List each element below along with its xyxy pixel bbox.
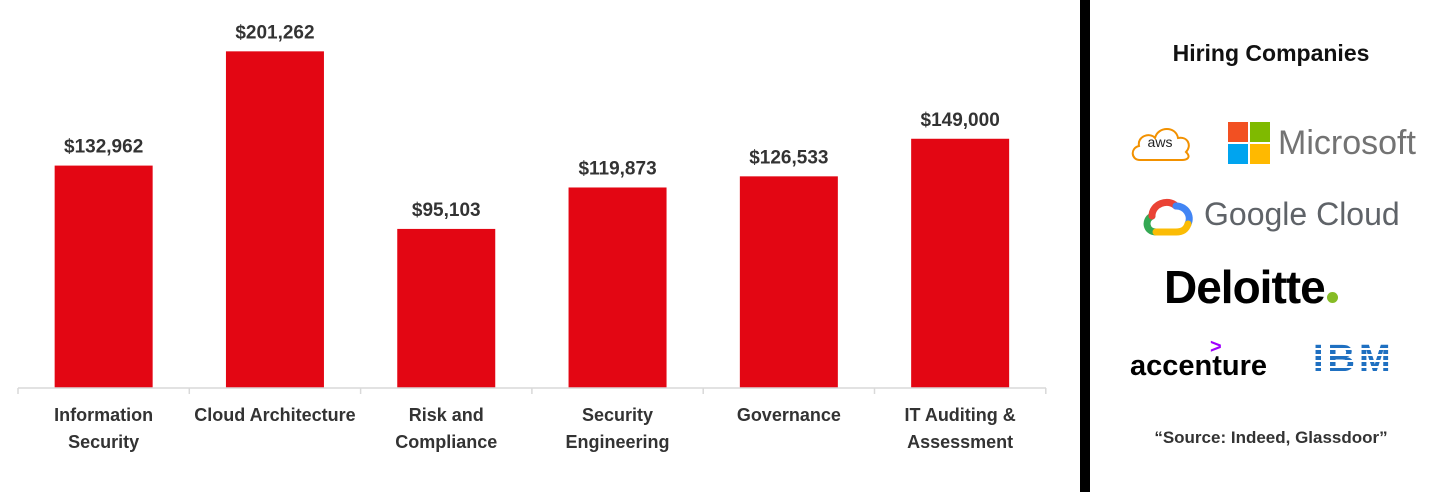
panel-divider bbox=[1080, 0, 1090, 492]
microsoft-logo-text: Microsoft bbox=[1278, 124, 1416, 162]
category-labels-group: Information Security Cloud Architecture Ris… bbox=[54, 405, 1016, 452]
category-label: IT Auditing & Assessment bbox=[904, 405, 1015, 452]
bar bbox=[739, 176, 838, 388]
bar-value-label: $132,962 bbox=[64, 137, 143, 158]
accenture-logo-text: accenture bbox=[1130, 350, 1268, 382]
aws-cloud-icon bbox=[1131, 128, 1190, 161]
bar bbox=[54, 165, 153, 388]
category-label-line: Security bbox=[68, 432, 139, 452]
bar-value-label: $126,533 bbox=[749, 147, 828, 168]
ibm-logo: IBM bbox=[1313, 338, 1415, 380]
x-axis-ticks bbox=[17, 388, 1047, 394]
category-label-line: Compliance bbox=[395, 432, 497, 452]
category-label-line: Risk and bbox=[409, 405, 484, 425]
google-cloud-icon bbox=[1143, 198, 1193, 236]
bar-value-label: $201,262 bbox=[235, 22, 314, 43]
category-label: Information Security bbox=[54, 405, 153, 452]
bar bbox=[568, 187, 667, 388]
category-label: Governance bbox=[737, 405, 841, 425]
bars-group bbox=[54, 51, 1010, 388]
salary-bar-chart: $132,962 $201,262 $95,103 $119,873 $126,533 $… bbox=[17, 22, 1047, 452]
ibm-logo-text: IBM bbox=[1313, 338, 1395, 380]
category-label: Security Engineering bbox=[566, 405, 670, 452]
google-cloud-logo-text: Google Cloud bbox=[1204, 196, 1400, 232]
microsoft-grid-icon bbox=[1228, 122, 1270, 164]
bar-value-label: $119,873 bbox=[578, 158, 656, 179]
bar bbox=[911, 138, 1010, 388]
category-label: Cloud Architecture bbox=[194, 405, 355, 425]
hiring-companies-title: Hiring Companies bbox=[1172, 40, 1370, 66]
category-label-line: IT Auditing & bbox=[904, 405, 1015, 425]
category-label-line: Assessment bbox=[907, 432, 1013, 452]
chart-svg: $132,962 $201,262 $95,103 $119,873 $126,533 $… bbox=[17, 22, 1047, 452]
bar-value-label: $149,000 bbox=[921, 110, 1000, 131]
deloitte-logo: Deloitte bbox=[1164, 260, 1338, 314]
hiring-companies-panel: Hiring Companies aws Microsoft Google Cl… bbox=[1090, 0, 1452, 492]
bar bbox=[397, 228, 496, 388]
category-label: Risk and Compliance bbox=[395, 405, 497, 452]
value-labels-group: $132,962 $201,262 $95,103 $119,873 $126,533 $… bbox=[64, 22, 1000, 221]
source-note: “Source: Indeed, Glassdoor” bbox=[1154, 428, 1388, 447]
category-label-line: Security bbox=[582, 405, 653, 425]
category-label-line: Cloud Architecture bbox=[194, 405, 355, 425]
category-label-line: Governance bbox=[737, 405, 841, 425]
deloitte-logo-text: Deloitte bbox=[1164, 261, 1326, 313]
aws-logo-text: aws bbox=[1147, 134, 1173, 150]
accenture-caret-icon: > bbox=[1210, 336, 1222, 358]
bar-value-label: $95,103 bbox=[412, 200, 481, 221]
aws-logo: aws bbox=[1128, 122, 1198, 166]
bar bbox=[225, 51, 324, 388]
category-label-line: Engineering bbox=[566, 432, 670, 452]
category-label-line: Information bbox=[54, 405, 153, 425]
deloitte-green-dot bbox=[1326, 292, 1338, 303]
